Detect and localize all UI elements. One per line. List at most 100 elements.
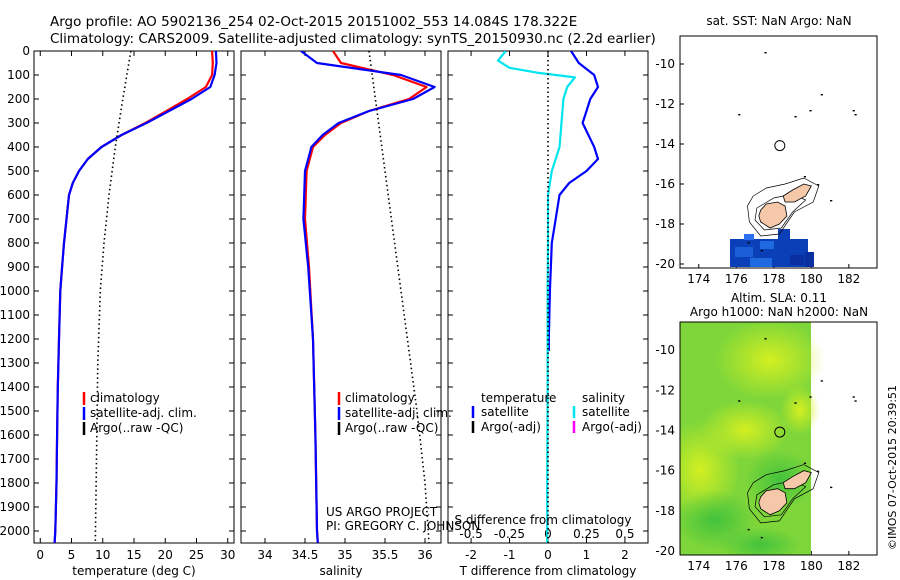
map-x-tick-label: 174 [687, 559, 710, 573]
y-tick-label: 1100 [0, 308, 30, 322]
panel-salinity-profile-series [300, 51, 436, 543]
panel-temperature-profile-series [53, 51, 218, 543]
map-y-tick-label: -16 [655, 464, 675, 478]
difference-xlabel2: S difference from climatology [455, 513, 632, 527]
sst-map-title: sat. SST: NaN Argo: NaN [706, 14, 851, 28]
islet [820, 380, 823, 382]
sal-legend-satellite: satellite-adj. clim. [345, 406, 452, 420]
series-argo-raw-qc [94, 51, 132, 543]
diff-legend-s-satellite: satellite [582, 405, 630, 419]
y-tick-label: 200 [7, 92, 30, 106]
map-y-tick-label: -20 [655, 544, 675, 558]
islet [852, 110, 855, 112]
map-x-tick-label: 182 [837, 272, 860, 286]
x-tick-label: 25 [189, 548, 204, 562]
islet [803, 176, 807, 178]
y-tick-label: 900 [7, 260, 30, 274]
islet [760, 536, 763, 539]
temp-legend-satellite: satellite-adj. clim. [90, 406, 197, 420]
reef-contour [754, 193, 807, 231]
sst-map-field [730, 229, 814, 267]
island [782, 183, 812, 203]
map-y-tick-label: -14 [655, 423, 675, 437]
y-tick-label: 500 [7, 164, 30, 178]
series-salinity-satellite [496, 51, 577, 543]
sla-map-title: Altim. SLA: 0.11 [731, 291, 827, 305]
map-x-tick-label: 180 [800, 559, 823, 573]
islet [852, 396, 855, 398]
y-tick-label: 700 [7, 212, 30, 226]
map-y-tick-label: -18 [655, 217, 675, 231]
islet [738, 114, 741, 116]
map-x-tick-label: 178 [762, 559, 785, 573]
map-x-tick-label: 174 [687, 272, 710, 286]
salinity-legend: climatology satellite-adj. clim. Argo(..… [337, 391, 452, 435]
diff-legend-t-satellite: satellite [481, 405, 529, 419]
header-line2: Climatology: CARS2009. Satellite-adjuste… [50, 31, 656, 47]
salinity-xlabel: salinity [319, 564, 362, 578]
y-tick-label: 1200 [0, 332, 30, 346]
x-tick-label: 5 [68, 548, 76, 562]
sla-map-subtitle: Argo h1000: NaN h2000: NaN [690, 305, 868, 319]
sla-map-axes [679, 321, 878, 556]
x-tick-label: 20 [158, 548, 173, 562]
x-tick-label: 30 [220, 548, 235, 562]
sla-argo-marker [774, 426, 786, 438]
x-tick-label: 35 [337, 548, 352, 562]
sst-map-coastline [738, 52, 857, 252]
island [782, 470, 812, 490]
salinity-axes [240, 50, 442, 544]
map-y-tick-label: -18 [655, 504, 675, 518]
x-tick-label: 15 [126, 548, 141, 562]
x-tick-label: 34.5 [292, 548, 319, 562]
y-tick-label: 0 [22, 44, 30, 58]
islet [854, 400, 857, 402]
island [758, 201, 788, 229]
island [758, 488, 788, 516]
islet [747, 528, 750, 531]
reef-contour [754, 480, 807, 518]
diff-legend-s-title: salinity [582, 391, 625, 405]
x-tick-label: 34 [257, 548, 272, 562]
islet [830, 200, 833, 202]
diff-legend-s-argo: Argo(-adj) [582, 420, 642, 434]
y-tick-label: 800 [7, 236, 30, 250]
y-tick-label: 1300 [0, 356, 30, 370]
islet [809, 396, 812, 398]
map-x-tick-label: 180 [800, 272, 823, 286]
y-tick-label: 1900 [0, 500, 30, 514]
islet [854, 114, 857, 116]
pi-annotation: PI: GREGORY C. JOHNSON [326, 519, 480, 533]
islet [809, 110, 812, 112]
map-x-tick-label: 176 [725, 272, 748, 286]
x-tick-label: 0 [36, 548, 44, 562]
temperature-xlabel: temperature (deg C) [72, 564, 195, 578]
islet [794, 402, 797, 404]
sst-map-axes [679, 35, 878, 269]
y-tick-label: 100 [7, 68, 30, 82]
x-tick2-label: 0.5 [615, 527, 634, 541]
difference-legend: temperature satellite Argo(-adj) salinit… [471, 391, 642, 434]
series-climatology [53, 51, 214, 543]
x-tick-label: 0 [544, 548, 552, 562]
islet [764, 338, 767, 340]
x-tick-label: 2 [621, 548, 629, 562]
temperature-legend: climatology satellite-adj. clim. Argo(..… [82, 391, 197, 435]
map-x-tick-label: 182 [837, 559, 860, 573]
y-tick-label: 1400 [0, 380, 30, 394]
islet [760, 250, 763, 252]
sal-legend-argo: Argo(..raw -QC) [345, 421, 438, 435]
x-tick-label: 36 [417, 548, 432, 562]
reef-contour [747, 464, 820, 524]
map-y-tick-label: -14 [655, 137, 675, 151]
y-tick-label: 400 [7, 140, 30, 154]
islet [830, 486, 833, 489]
islet [764, 52, 767, 54]
islet [794, 116, 797, 118]
y-tick-label: 2000 [0, 524, 30, 538]
y-tick-label: 1700 [0, 452, 30, 466]
series-satellite-adj-clim [53, 51, 218, 543]
diff-legend-t-argo: Argo(-adj) [481, 420, 541, 434]
panel-difference-profile-series [496, 51, 600, 543]
